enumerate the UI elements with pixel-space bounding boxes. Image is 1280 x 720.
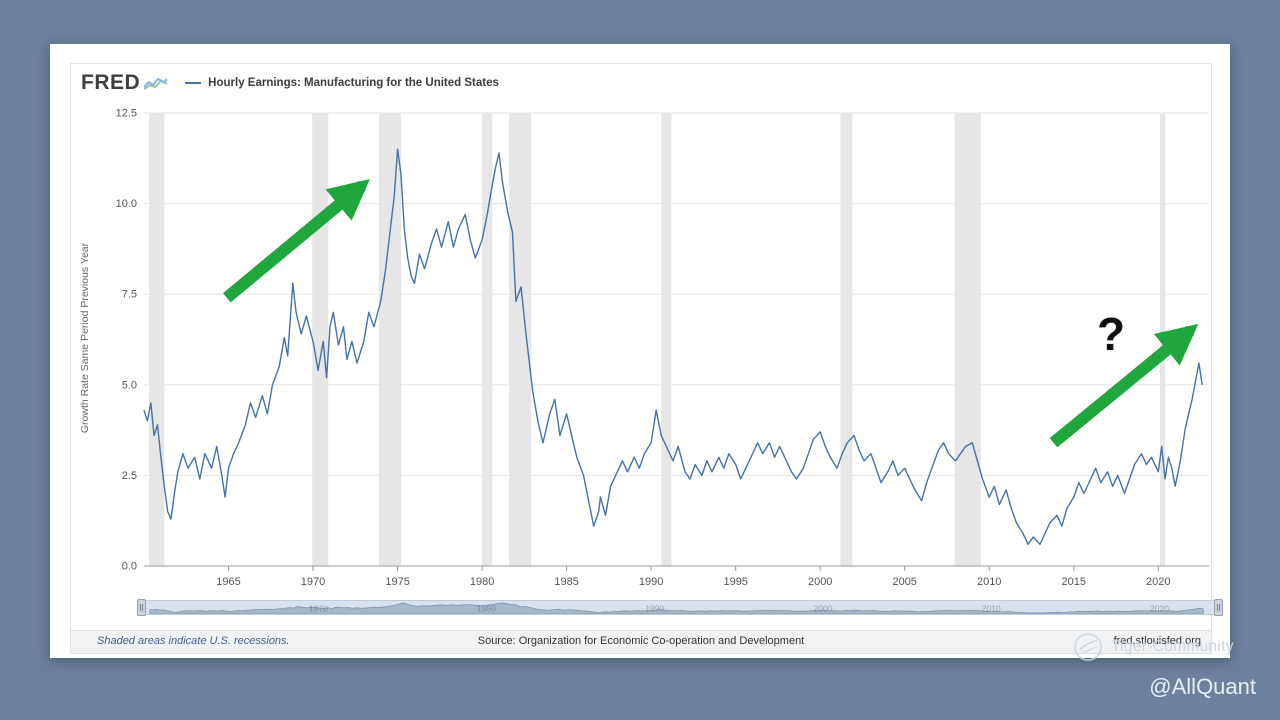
x-tick-label: 1970 <box>301 576 325 588</box>
mini-area <box>149 602 1204 614</box>
y-tick-label: 7.5 <box>122 289 137 301</box>
range-slider-mini-chart: 1970 1980 1990 2000 2010 2020 <box>149 602 1204 614</box>
x-tick-label: 1995 <box>723 576 747 588</box>
fred-url[interactable]: fred.stlouisfed.org <box>1113 635 1201 647</box>
range-slider-left-handle[interactable] <box>137 599 146 616</box>
series-line <box>143 148 1203 545</box>
fred-logo-text: FRED <box>81 71 141 94</box>
fred-logo-sparkline-icon <box>143 77 168 90</box>
x-tick-label: 1965 <box>216 576 240 588</box>
trend-arrow <box>1049 323 1199 448</box>
chart-footer: Source: Organization for Economic Co-ope… <box>71 630 1211 653</box>
chart-card: FRED Hourly Earnings: Manufacturing for … <box>50 44 1230 658</box>
recession-band <box>312 113 329 566</box>
x-tick-label: 2000 <box>808 576 832 588</box>
trend-arrow <box>222 178 370 303</box>
fred-logo: FRED <box>81 71 169 95</box>
y-tick-label: 5.0 <box>122 379 137 391</box>
y-tick-label: 0.0 <box>122 561 137 573</box>
slider-year-label: 1980 <box>477 604 496 614</box>
tiger-community-logo-icon <box>1074 633 1102 661</box>
range-slider-right-handle[interactable] <box>1214 599 1223 616</box>
slider-year-label: 1970 <box>309 604 328 614</box>
x-tick-label: 1975 <box>385 576 409 588</box>
legend-label: Hourly Earnings: Manufacturing for the U… <box>208 77 499 89</box>
source-note: Source: Organization for Economic Co-ope… <box>477 635 805 647</box>
tiger-community-label: Tiger-Community <box>1111 638 1234 655</box>
y-tick-label: 10.0 <box>116 198 137 210</box>
allquant-watermark: @AllQuant <box>1149 674 1256 699</box>
x-tick-label: 2010 <box>977 576 1001 588</box>
legend: Hourly Earnings: Manufacturing for the U… <box>185 77 499 89</box>
chart-header: FRED Hourly Earnings: Manufacturing for … <box>81 70 499 96</box>
recession-band <box>482 113 493 566</box>
tiger-community-watermark: Tiger-Community <box>1072 631 1234 663</box>
slider-year-label: 2020 <box>1150 604 1169 614</box>
fred-chart: FRED Hourly Earnings: Manufacturing for … <box>70 63 1223 654</box>
slider-year-label: 2000 <box>814 604 833 614</box>
recession-band <box>509 113 532 566</box>
x-tick-label: 1990 <box>639 576 663 588</box>
question-mark: ? <box>1097 308 1125 360</box>
recession-band <box>954 113 981 566</box>
recession-band <box>840 113 853 566</box>
slider-year-label: 1990 <box>645 604 664 614</box>
x-tick-label: 2005 <box>892 576 916 588</box>
y-axis-label: Growth Rate Same Period Previous Year <box>79 242 91 434</box>
recession-band <box>149 113 165 566</box>
x-tick-label: 1980 <box>470 576 494 588</box>
range-slider[interactable]: 1970 1980 1990 2000 2010 2020 <box>137 599 1223 616</box>
recession-band <box>1160 113 1166 566</box>
x-tick-label: 2015 <box>1062 576 1086 588</box>
recession-band <box>379 113 401 566</box>
recession-band <box>661 113 672 566</box>
plot-area: 0.0 2.5 5.0 7.5 10.0 12.5 1965 1970 1975 1980 1985… <box>116 108 1209 588</box>
x-tick-label: 2020 <box>1146 576 1170 588</box>
slider-year-label: 2010 <box>982 604 1001 614</box>
x-tick-label: 1985 <box>554 576 578 588</box>
y-tick-label: 2.5 <box>122 470 137 482</box>
legend-line-swatch <box>185 82 202 84</box>
recession-note: Shaded areas indicate U.S. recessions. <box>97 635 290 647</box>
y-tick-label: 12.5 <box>116 108 137 120</box>
